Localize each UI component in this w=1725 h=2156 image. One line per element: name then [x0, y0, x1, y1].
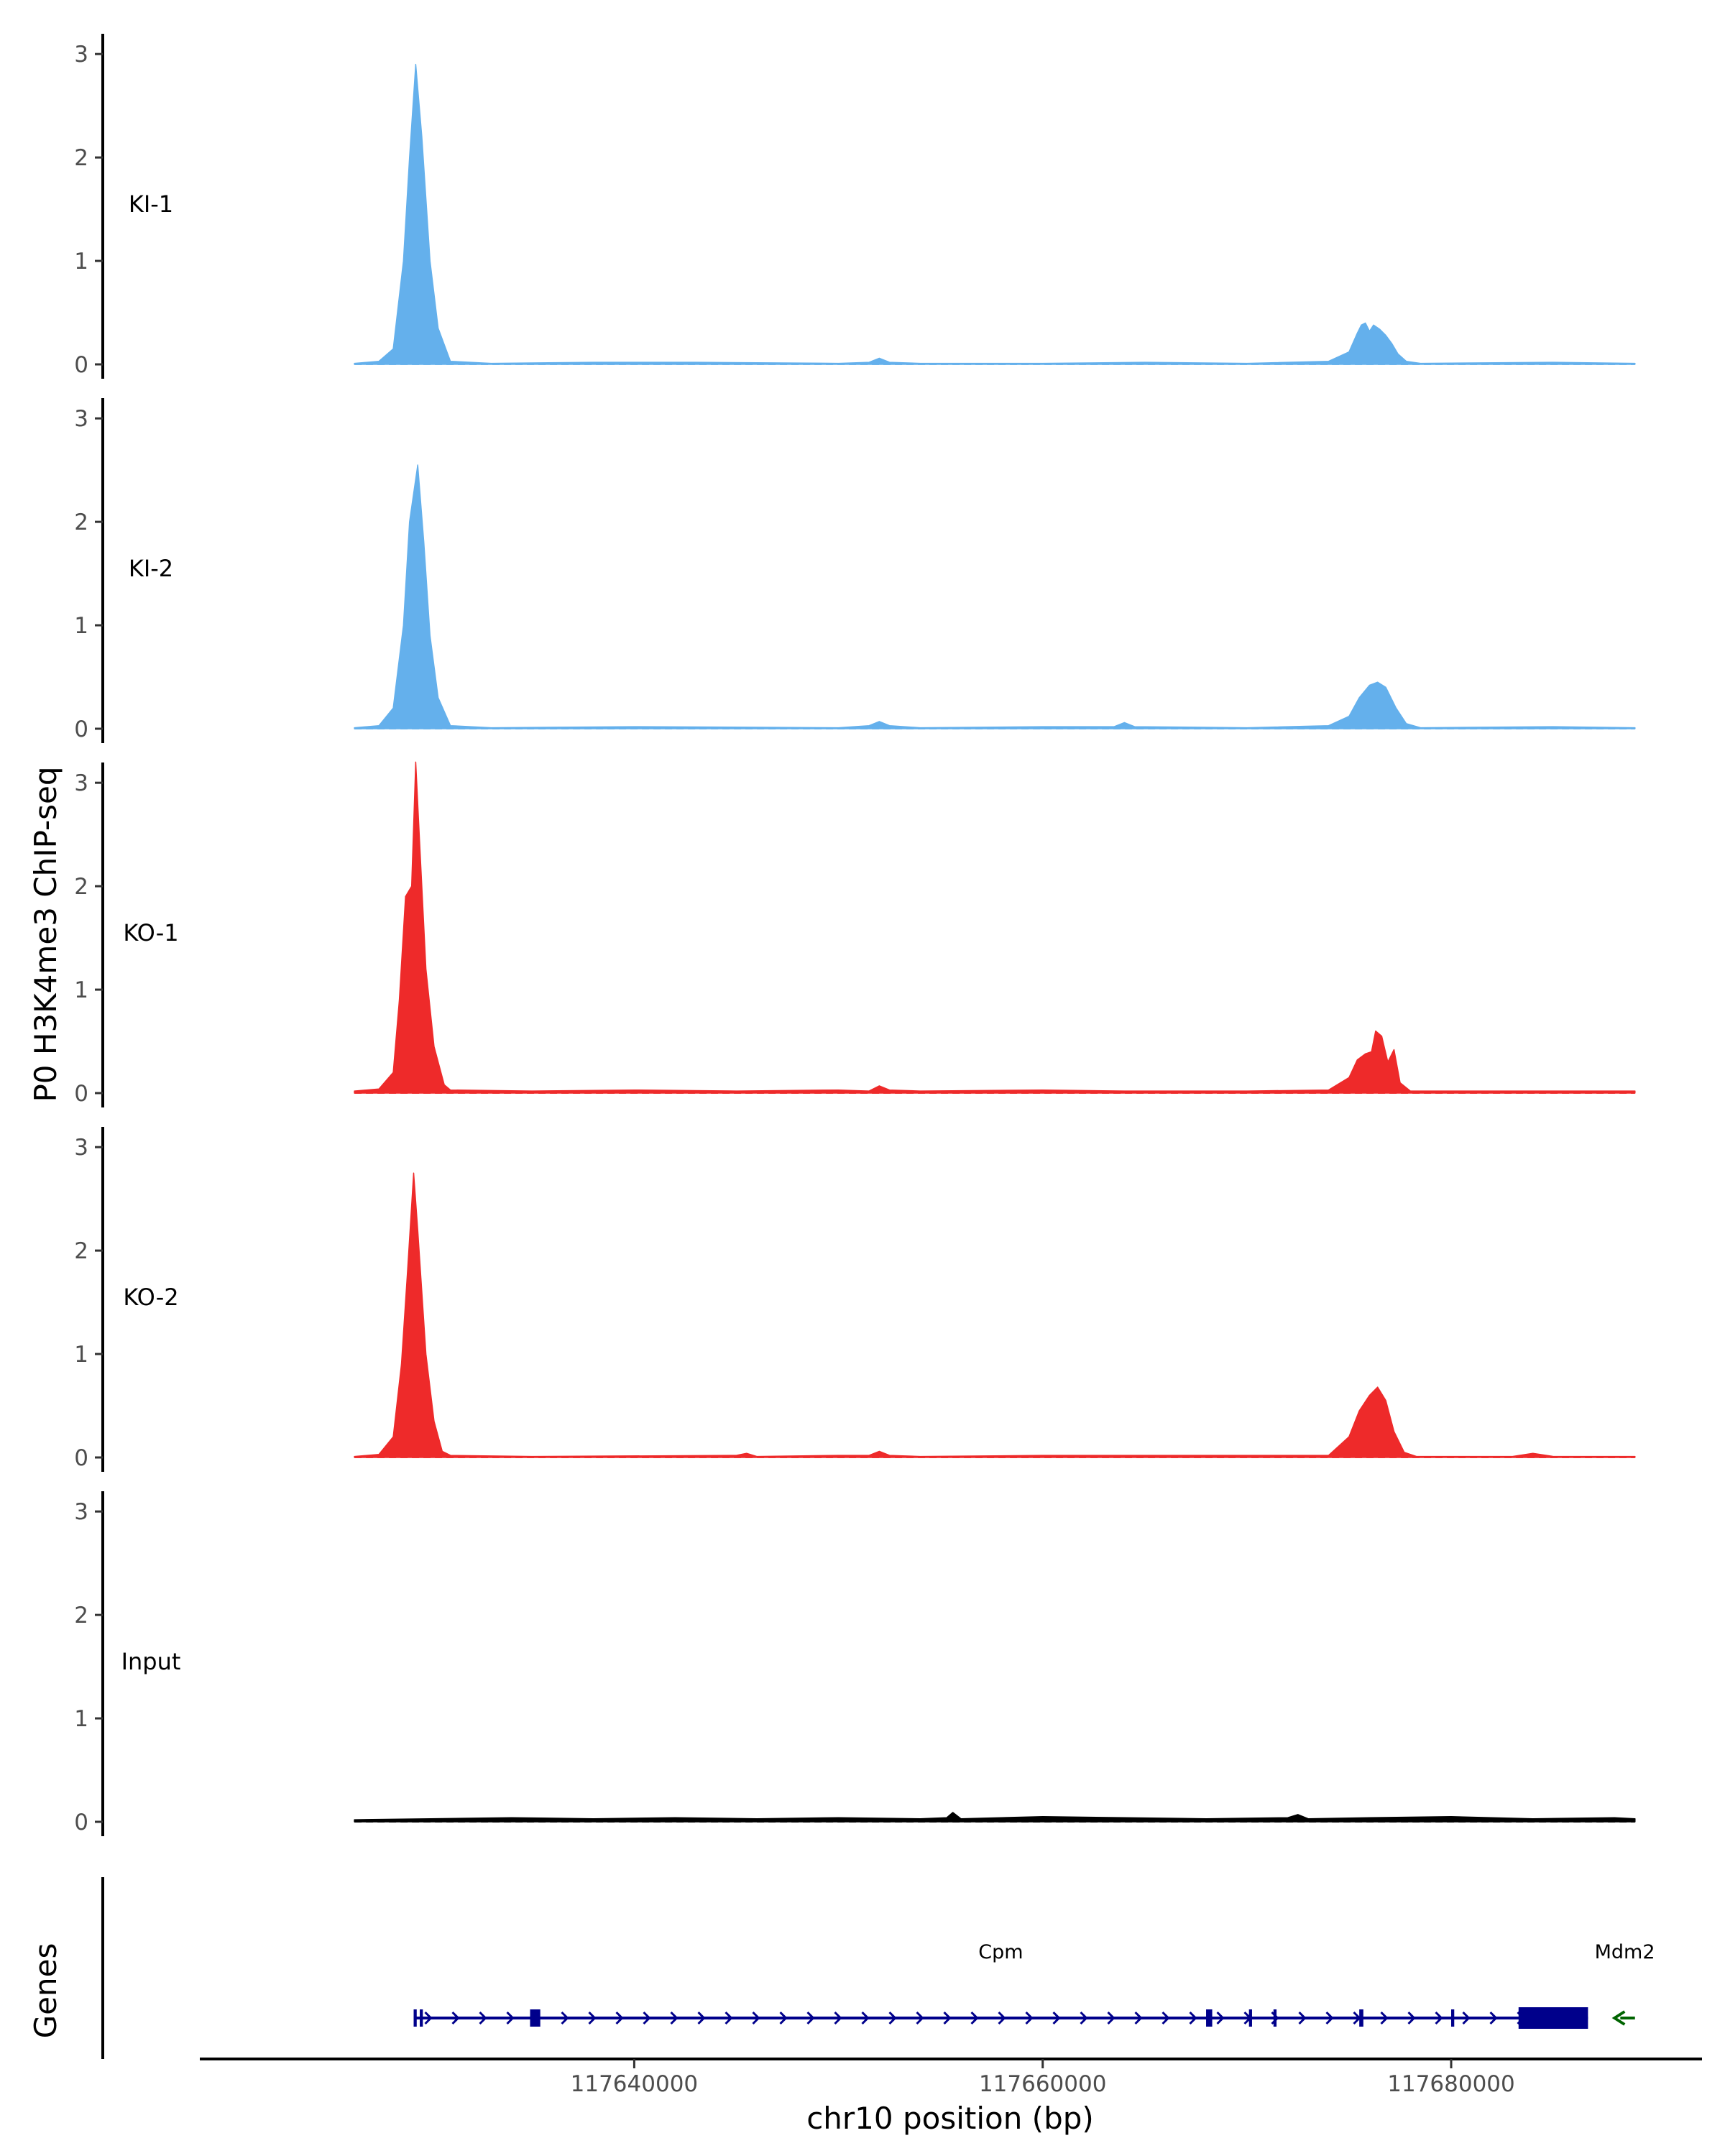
- strand-arrow: [506, 2011, 515, 2025]
- strand-arrow: [697, 2011, 706, 2025]
- track-ki-2: 0 1 2 3 KI-2: [74, 398, 1636, 743]
- signal-area: [354, 761, 1636, 1094]
- strand-arrow: [479, 2011, 487, 2025]
- strand-arrow: [1052, 2011, 1061, 2025]
- strand-arrow: [943, 2011, 952, 2025]
- exon: [420, 2009, 423, 2027]
- y-tick-label: 3: [74, 770, 88, 796]
- signal-area: [354, 63, 1636, 365]
- exon: [1273, 2009, 1277, 2027]
- strand-arrow: [1025, 2011, 1034, 2025]
- x-tick-label: 117660000: [979, 2071, 1107, 2097]
- track-label: KI-1: [129, 190, 173, 218]
- strand-arrow: [1216, 2011, 1225, 2025]
- strand-arrow: [1325, 2011, 1334, 2025]
- x-tick-label: 117680000: [1387, 2071, 1515, 2097]
- exon: [1248, 2009, 1252, 2027]
- y-tick-label: 3: [74, 406, 88, 432]
- strand-arrow: [779, 2011, 788, 2025]
- exon: [530, 2009, 540, 2027]
- strand-arrow: [588, 2011, 597, 2025]
- signal-area: [354, 464, 1636, 729]
- strand-arrow: [1189, 2011, 1197, 2025]
- strand-arrow: [861, 2011, 870, 2025]
- y-tick-label: 3: [74, 42, 88, 68]
- y-axis-title: P0 H3K4me3 ChIP-seq: [28, 766, 63, 1102]
- strand-arrow: [998, 2011, 1006, 2025]
- strand-arrow: [561, 2011, 569, 2025]
- track-label: KO-2: [123, 1284, 178, 1311]
- strand-arrow: [888, 2011, 897, 2025]
- track-ko-1: 0 1 2 3 KO-1: [74, 761, 1636, 1107]
- strand-arrow: [916, 2011, 924, 2025]
- strand-arrow: [1489, 2011, 1498, 2025]
- y-tick-label: 1: [74, 1342, 88, 1368]
- strand-arrow: [834, 2011, 842, 2025]
- strand-arrow: [970, 2011, 979, 2025]
- x-axis-title: chr10 position (bp): [806, 2101, 1094, 2136]
- track-ko-2: 0 1 2 3 KO-2: [74, 1127, 1636, 1472]
- exon: [413, 2009, 417, 2027]
- strand-arrow: [643, 2011, 651, 2025]
- gene-mdm2: Mdm2: [1595, 1941, 1655, 2026]
- strand-arrow: [615, 2011, 624, 2025]
- gene-cpm: Cpm: [413, 1941, 1588, 2029]
- y-tick-label: 2: [74, 145, 88, 171]
- track-label: Input: [121, 1648, 181, 1675]
- strand-arrow: [1162, 2011, 1170, 2025]
- strand-arrow: [1407, 2011, 1416, 2025]
- y-tick-label: 2: [74, 1603, 88, 1628]
- y-tick-label: 0: [74, 352, 88, 378]
- strand-arrow: [724, 2011, 733, 2025]
- y-tick-label: 0: [74, 1810, 88, 1835]
- genes-axis-title: Genes: [28, 1943, 63, 2039]
- strand-arrow: [806, 2011, 815, 2025]
- x-axis: 117640000 117660000 117680000: [200, 2058, 1702, 2097]
- y-tick-label: 2: [74, 1238, 88, 1264]
- y-tick-label: 0: [74, 717, 88, 742]
- y-tick-label: 1: [74, 613, 88, 639]
- exon: [1359, 2009, 1363, 2027]
- y-tick-label: 0: [74, 1081, 88, 1107]
- strand-arrow: [1611, 2010, 1626, 2026]
- signal-area: [354, 1812, 1636, 1823]
- genes-panel: Genes Cpm Mdm2: [28, 1877, 1655, 2059]
- y-tick-label: 3: [74, 1499, 88, 1525]
- strand-arrow: [1435, 2011, 1443, 2025]
- strand-arrow: [752, 2011, 760, 2025]
- track-ki-1: 0 1 2 3 KI-1: [74, 34, 1636, 379]
- y-tick-label: 3: [74, 1135, 88, 1161]
- gene-label: Cpm: [978, 1941, 1023, 1963]
- strand-arrow: [1298, 2011, 1307, 2025]
- track-label: KI-2: [129, 555, 173, 582]
- y-tick-label: 2: [74, 510, 88, 535]
- strand-arrow: [451, 2011, 460, 2025]
- exon: [1206, 2009, 1213, 2027]
- strand-arrow: [1462, 2011, 1471, 2025]
- y-tick-label: 1: [74, 977, 88, 1003]
- strand-arrow: [1134, 2011, 1143, 2025]
- strand-arrow: [1107, 2011, 1116, 2025]
- strand-arrow: [424, 2011, 433, 2025]
- y-tick-label: 2: [74, 874, 88, 900]
- y-tick-label: 1: [74, 1706, 88, 1732]
- signal-tracks: 0 1 2 3 KI-1 0 1 2 3 KI-2 0 1 2 3 KO-1 0 1 2 3 KO-2 0 1 2 3 Inpu…: [74, 34, 1636, 1836]
- exon: [1451, 2009, 1455, 2027]
- signal-area: [354, 1172, 1636, 1458]
- strand-arrow: [1380, 2011, 1389, 2025]
- x-tick-label: 117640000: [571, 2071, 699, 2097]
- gene-label: Mdm2: [1595, 1941, 1655, 1963]
- y-tick-label: 0: [74, 1445, 88, 1471]
- track-label: KO-1: [123, 919, 178, 946]
- strand-arrow: [1080, 2011, 1088, 2025]
- track-input: 0 1 2 3 Input: [74, 1491, 1636, 1836]
- strand-arrow: [670, 2011, 678, 2025]
- exon: [1518, 2007, 1588, 2029]
- y-tick-label: 1: [74, 249, 88, 275]
